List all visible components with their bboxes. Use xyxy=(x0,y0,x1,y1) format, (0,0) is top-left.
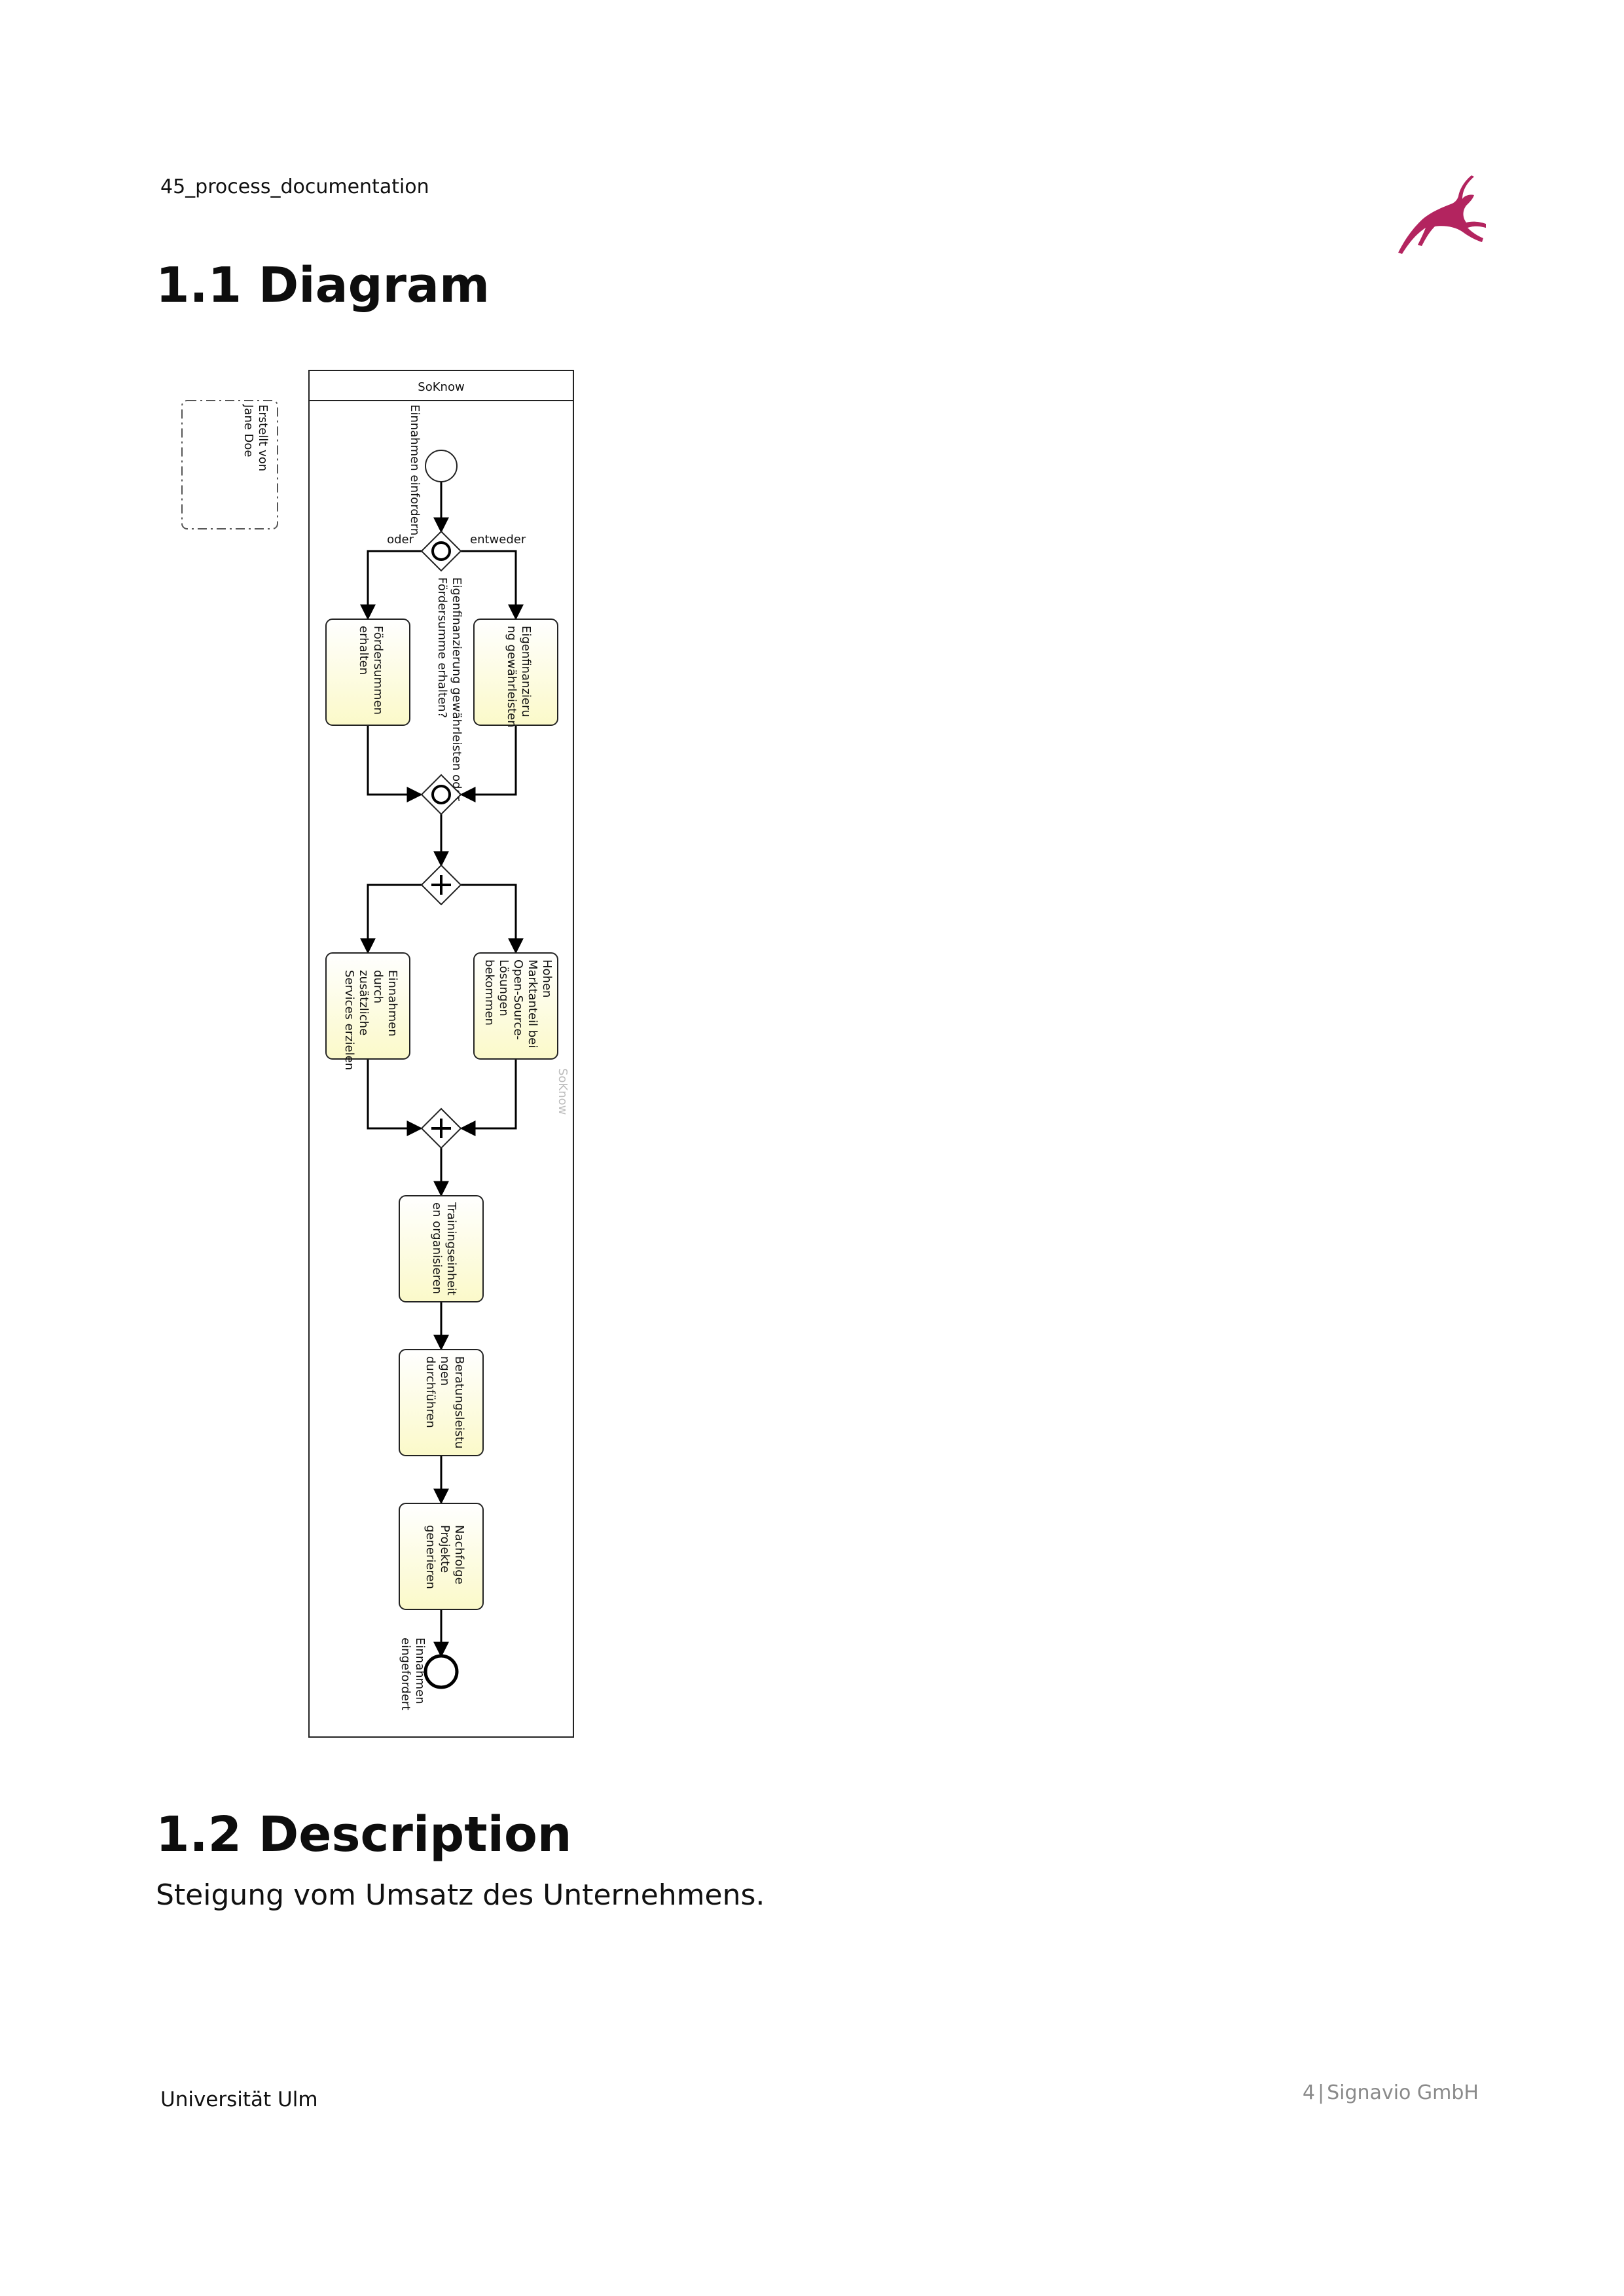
gazelle-logo xyxy=(1398,175,1486,254)
label-line: Lösungen xyxy=(497,960,511,1016)
task-beratungsleistungen: Beratungsleistungendurchführen xyxy=(399,1349,484,1456)
label-line: durchführen xyxy=(424,1356,437,1428)
annotation-text: Erstellt von Jane Doe xyxy=(242,404,270,475)
task-einnahmen-services: EinnahmendurchzusätzlicheServices erziel… xyxy=(325,952,410,1070)
pool-name: SoKnow xyxy=(418,380,464,394)
task-eigenfinanzierung: Eigenfinanzierung gewährleisten xyxy=(473,619,558,728)
task-foerdersummen-erhalten: Fördersummenerhalten xyxy=(325,619,410,726)
sequence-flows xyxy=(360,482,524,1658)
annotation-line-2: Jane Doe xyxy=(242,404,255,457)
start-event-label: Einnahmen einfordern xyxy=(408,404,422,535)
gateway-question-line-1: Eigenfinanzierung gewährleisten oder xyxy=(450,577,463,802)
pool: SoKnow SoKnow xyxy=(308,370,574,1738)
label-line: durch xyxy=(371,970,385,1003)
end-event-label-line-2: eingefordert xyxy=(399,1638,412,1710)
end-event-label-line-1: Einnahmen xyxy=(413,1638,427,1704)
task-nachfolge-projekte: NachfolgeProjektegenerieren xyxy=(399,1503,484,1610)
end-event xyxy=(424,1654,459,1689)
flow-label-entweder: entweder xyxy=(470,533,526,547)
end-event-label: Einnahmen eingefordert xyxy=(399,1638,427,1710)
annotation-group: Erstellt von Jane Doe xyxy=(181,400,278,529)
description-section-title: 1.2 Description xyxy=(156,1806,572,1863)
label-line: Fördersummen xyxy=(371,626,385,715)
start-event xyxy=(425,450,458,482)
label-line: erhalten xyxy=(357,626,370,675)
label-line: Marktanteil bei xyxy=(526,960,539,1048)
label-line: Beratungsleistu xyxy=(452,1356,466,1448)
footer-page-info: 4 | Signavio GmbH xyxy=(1303,2081,1479,2104)
page-number: 4 xyxy=(1302,2081,1316,2104)
gateway-question-line-2: Fördersumme erhalten? xyxy=(435,577,449,718)
label-line: en organisieren xyxy=(430,1202,444,1294)
document-name: 45_process_documentation xyxy=(160,175,429,198)
parallel-gateway-join xyxy=(420,1107,462,1149)
gateway-question-label: Eigenfinanzierung gewährleisten oder För… xyxy=(435,577,463,805)
label-line: Services erzielen xyxy=(342,970,356,1070)
task-label: Fördersummenerhalten xyxy=(357,626,385,715)
label-line: bekommen xyxy=(482,960,496,1026)
bpmn-diagram: Erstellt von Jane Doe SoKnow SoKnow oder… xyxy=(181,370,574,1738)
label-line: Eigenfinanzieru xyxy=(519,626,533,717)
label-line: zusätzliche xyxy=(357,970,370,1035)
label-line: generieren xyxy=(424,1525,437,1589)
task-label: EinnahmendurchzusätzlicheServices erziel… xyxy=(342,970,399,1070)
label-line: Hohen xyxy=(540,960,554,997)
description-text: Steigung vom Umsatz des Unternehmens. xyxy=(156,1878,765,1912)
label-line: Open-Source- xyxy=(511,960,525,1040)
task-trainingseinheiten: Trainingseinheiten organisieren xyxy=(399,1195,484,1302)
task-label: Beratungsleistungendurchführen xyxy=(424,1356,466,1448)
pool-watermark: SoKnow xyxy=(556,1068,569,1115)
parallel-gateway-split xyxy=(420,864,462,906)
annotation-line-1: Erstellt von xyxy=(256,404,270,471)
task-label: Trainingseinheiten organisieren xyxy=(430,1202,458,1295)
label-line: ngen xyxy=(438,1356,452,1386)
task-marktanteil: HohenMarktanteil beiOpen-Source-Lösungen… xyxy=(473,952,558,1060)
label-line: ng gewährleisten xyxy=(505,626,518,728)
footer-organization: Universität Ulm xyxy=(160,2088,318,2111)
label-line: Trainingseinheit xyxy=(444,1202,458,1295)
task-label: HohenMarktanteil beiOpen-Source-Lösungen… xyxy=(482,960,554,1048)
inclusive-gateway-join xyxy=(420,774,462,816)
label-line: Projekte xyxy=(438,1525,452,1573)
flow-label-oder: oder xyxy=(387,533,414,547)
task-label: NachfolgeProjektegenerieren xyxy=(424,1525,466,1589)
footer-company: Signavio GmbH xyxy=(1327,2081,1479,2104)
diagram-section-title: 1.1 Diagram xyxy=(156,257,490,314)
inclusive-gateway-split xyxy=(420,530,462,572)
label-line: Einnahmen xyxy=(386,970,399,1037)
footer-separator: | xyxy=(1318,2081,1325,2104)
label-line: Nachfolge xyxy=(452,1525,466,1585)
task-label: Eigenfinanzierung gewährleisten xyxy=(505,626,533,728)
